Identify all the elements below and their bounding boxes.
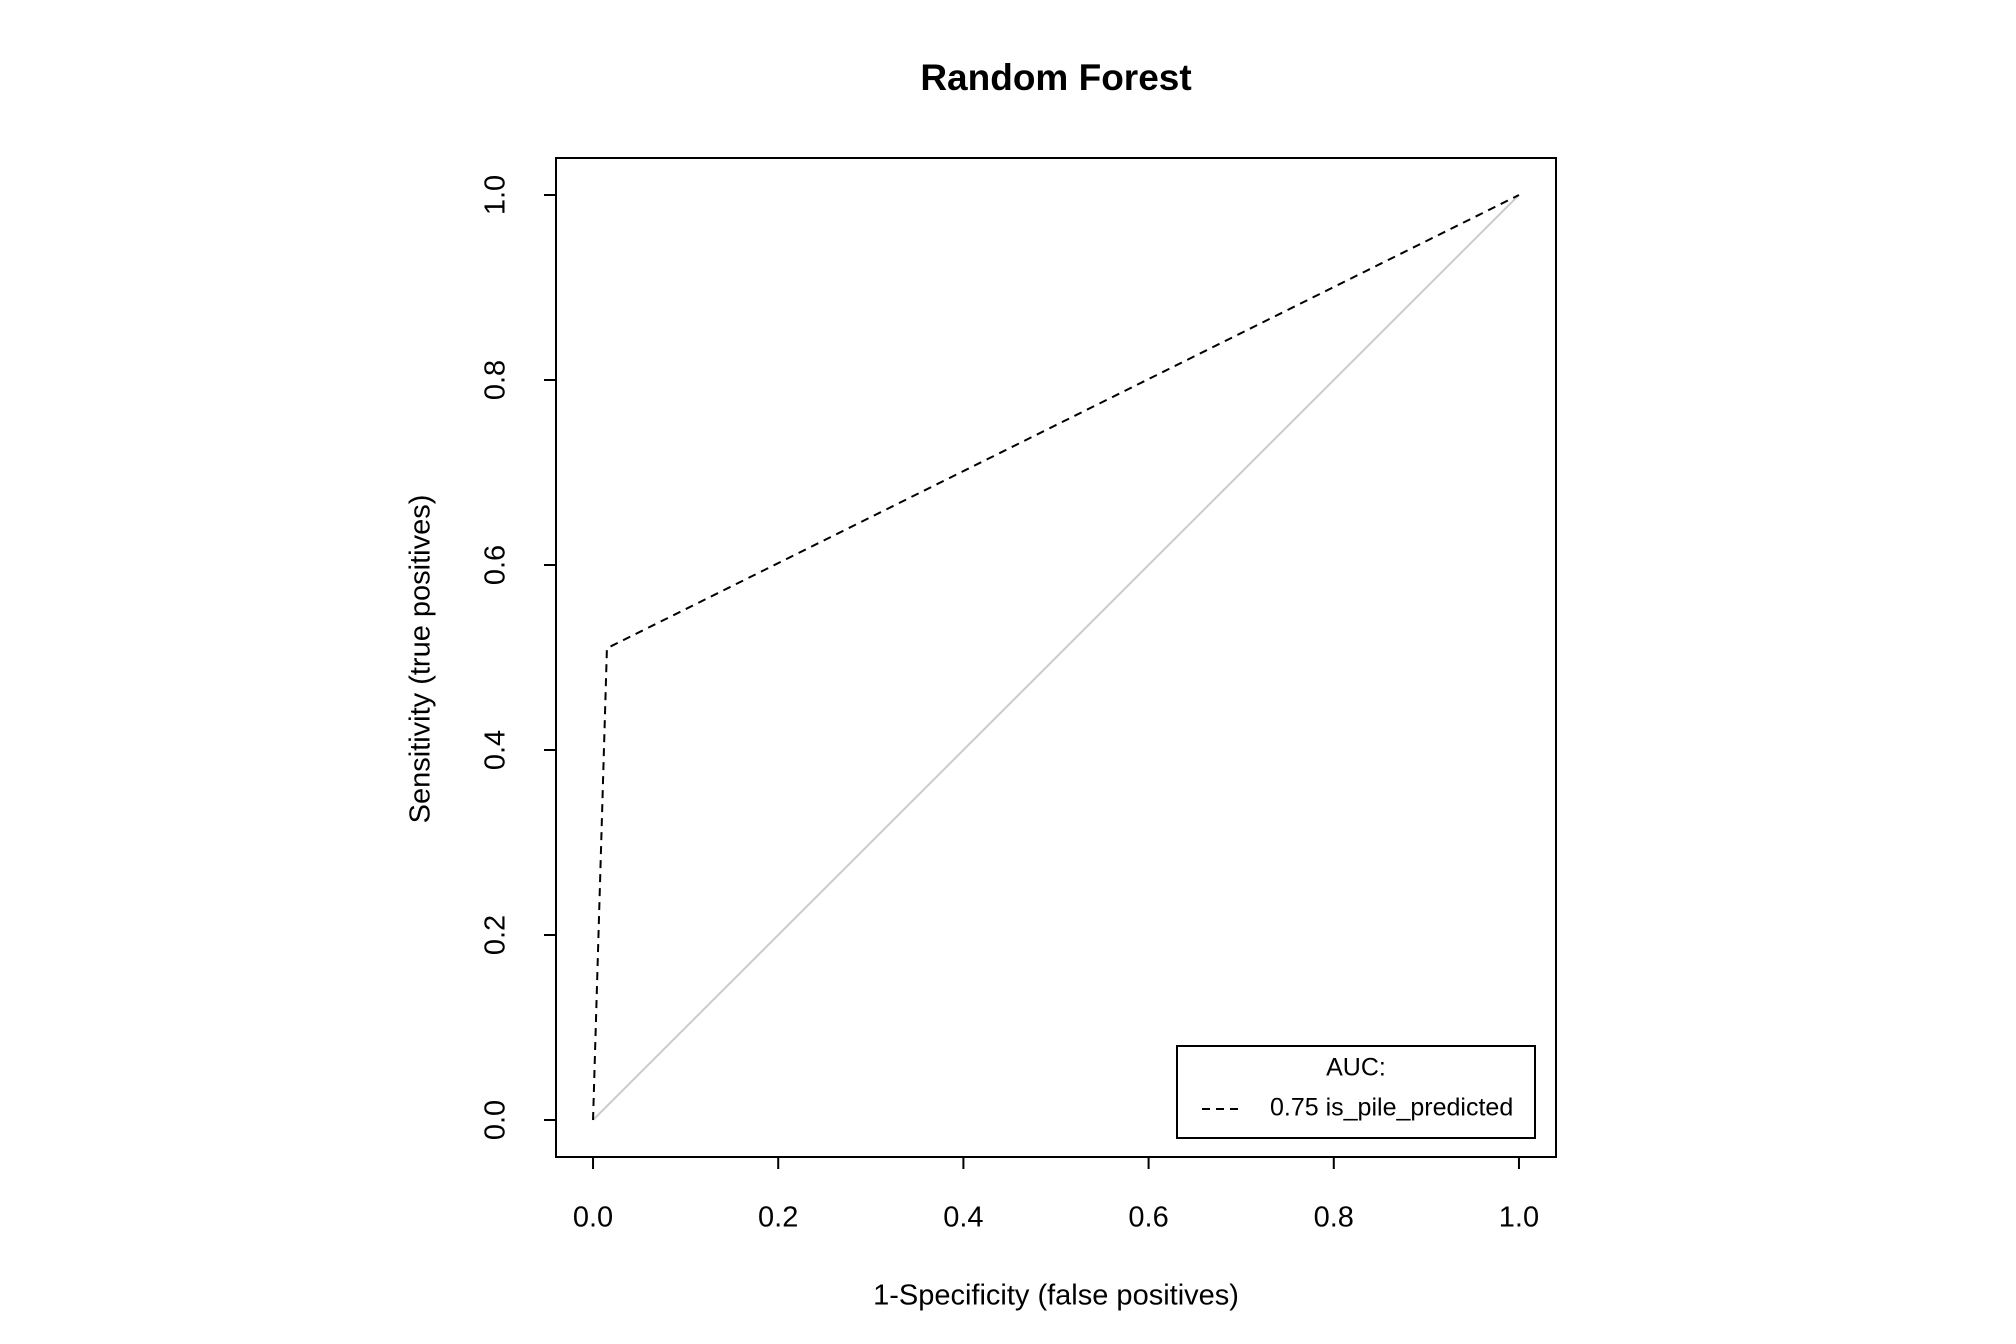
x-tick-label: 0.8 — [1314, 1202, 1354, 1234]
x-tick-label: 1.0 — [1499, 1202, 1539, 1234]
legend-label: 0.75 is_pile_predicted — [1270, 1094, 1513, 1122]
y-tick-label: 0.8 — [480, 360, 512, 400]
y-tick-label: 0.2 — [480, 915, 512, 955]
legend-title: AUC: — [1326, 1054, 1386, 1082]
x-tick-label: 0.0 — [573, 1202, 613, 1234]
y-tick-label: 0.4 — [480, 730, 512, 770]
x-axis-title: 1-Specificity (false positives) — [873, 1280, 1239, 1312]
x-tick-label: 0.6 — [1128, 1202, 1168, 1234]
y-tick-label: 1.0 — [480, 175, 512, 215]
y-tick-label: 0.0 — [480, 1100, 512, 1140]
y-tick-label: 0.6 — [480, 545, 512, 585]
x-tick-label: 0.4 — [943, 1202, 983, 1234]
plot-frame — [555, 157, 1557, 1158]
chart-title: Random Forest — [920, 57, 1191, 98]
legend-box — [1176, 1045, 1536, 1139]
roc-line — [592, 194, 1520, 1121]
x-tick-label: 0.2 — [758, 1202, 798, 1234]
reference-diagonal — [592, 194, 1520, 1121]
y-axis-title: Sensitivity (true positives) — [405, 495, 437, 824]
